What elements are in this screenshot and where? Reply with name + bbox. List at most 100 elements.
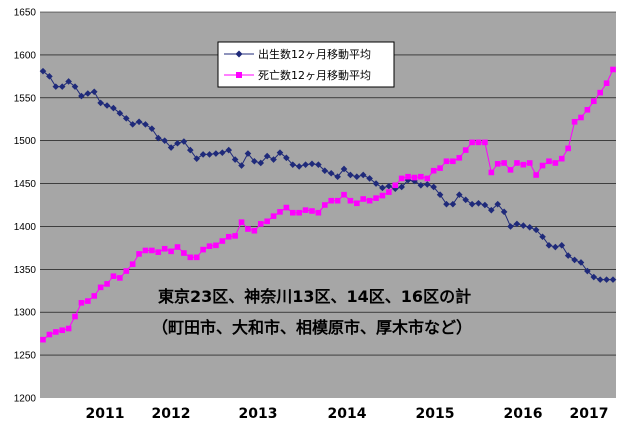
legend-label-births: 出生数12ヶ月移動平均: [258, 47, 371, 61]
births-point: [398, 183, 405, 191]
births-point: [180, 138, 188, 145]
births-point: [545, 242, 553, 249]
deaths-point: [462, 147, 469, 153]
births-point: [379, 184, 386, 192]
births-point: [462, 196, 469, 204]
births-point: [71, 83, 79, 90]
deaths-point: [520, 161, 527, 168]
births-point: [552, 243, 559, 251]
births-point: [206, 151, 213, 158]
legend-marker-deaths: [236, 72, 242, 78]
births-point: [372, 180, 380, 187]
deaths-point: [309, 208, 315, 214]
deaths-point: [539, 162, 546, 169]
deaths-point: [443, 158, 450, 165]
deaths-point: [321, 202, 328, 208]
deaths-point: [501, 160, 507, 166]
deaths-point: [181, 250, 187, 256]
births-point: [488, 206, 495, 214]
births-point: [142, 121, 149, 128]
births-point: [263, 152, 271, 160]
y-axis-tick-labels: 1200 1250 1300 1350 1400 1450 1500 1550 1600 1650: [14, 8, 37, 405]
deaths-point: [289, 209, 296, 216]
births-point: [584, 267, 591, 275]
births-point: [289, 161, 297, 168]
x-year-label-2015: 2015: [416, 406, 455, 422]
y-tick-label: 1650: [14, 8, 37, 19]
births-point: [539, 233, 546, 241]
deaths-point: [264, 218, 270, 225]
deaths-point: [232, 233, 238, 239]
births-point: [295, 163, 303, 170]
births-point: [520, 222, 527, 229]
deaths-point: [494, 161, 501, 167]
births-point: [199, 151, 207, 158]
births-point: [423, 181, 431, 188]
deaths-point: [584, 106, 591, 113]
births-point: [187, 146, 194, 154]
deaths-point: [238, 219, 245, 225]
deaths-point: [193, 254, 200, 261]
legend-label-deaths: 死亡数12ヶ月移動平均: [258, 68, 371, 82]
births-point: [468, 200, 476, 208]
births-point: [564, 252, 572, 259]
deaths-point: [405, 173, 411, 180]
deaths-point: [578, 114, 584, 121]
births-point: [430, 183, 437, 191]
deaths-point: [283, 204, 290, 211]
deaths-point: [366, 197, 373, 204]
deaths-point: [46, 331, 53, 338]
births-point: [302, 161, 309, 168]
births-point: [526, 224, 534, 231]
deaths-point: [392, 182, 399, 189]
births-point: [84, 90, 92, 97]
deaths-point: [117, 275, 123, 281]
births-point: [417, 181, 425, 189]
deaths-point: [40, 336, 46, 343]
deaths-point: [72, 313, 78, 320]
deaths-point: [149, 247, 155, 254]
births-point: [475, 199, 482, 207]
births-point: [449, 200, 457, 208]
births-point: [315, 161, 322, 168]
deaths-point: [546, 158, 552, 165]
births-point: [154, 134, 162, 142]
deaths-point: [341, 191, 347, 198]
deaths-point: [277, 209, 283, 215]
y-tick-label: 1300: [14, 308, 37, 319]
deaths-point: [437, 165, 443, 171]
y-tick-label: 1200: [14, 394, 37, 405]
deaths-point: [213, 242, 219, 249]
x-year-label-2011: 2011: [86, 406, 125, 422]
deaths-point: [65, 325, 72, 332]
births-point: [340, 165, 348, 173]
births-point: [513, 220, 521, 228]
deaths-point: [328, 197, 335, 204]
legend-box: [217, 41, 395, 88]
births-point: [65, 78, 72, 85]
births-point: [276, 149, 284, 156]
deaths-point: [597, 89, 603, 96]
births-point: [596, 276, 604, 283]
deaths-point: [136, 251, 142, 257]
births-point: [494, 200, 502, 208]
deaths-point: [219, 238, 226, 244]
births-point: [283, 154, 290, 162]
deaths-point: [571, 118, 578, 125]
deaths-point: [97, 284, 104, 291]
y-tick-label: 1550: [14, 93, 37, 104]
deaths-point: [174, 244, 181, 250]
births-point: [148, 125, 156, 132]
deaths-point: [257, 221, 264, 227]
births-point: [225, 146, 233, 154]
legend-marker-births: [235, 50, 243, 58]
deaths-point: [533, 172, 539, 178]
x-year-label-2012: 2012: [152, 406, 191, 422]
deaths-point: [475, 139, 482, 146]
deaths-point: [450, 158, 456, 165]
deaths-point: [379, 192, 386, 199]
births-point: [257, 159, 265, 167]
births-point: [161, 137, 168, 144]
deaths-point: [590, 98, 597, 105]
deaths-point: [91, 293, 98, 299]
